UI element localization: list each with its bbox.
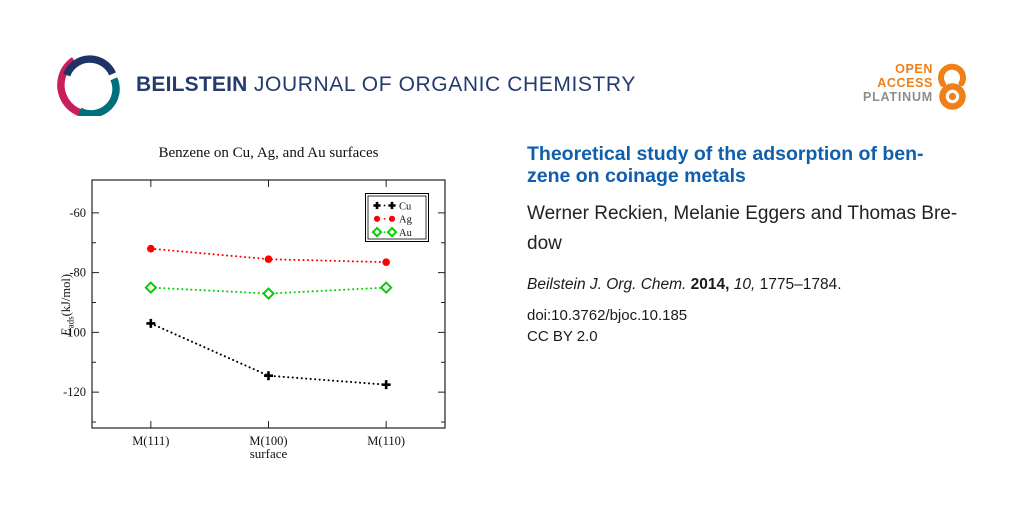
citation-journal: Beilstein J. Org. Chem. [527, 276, 691, 293]
axis-ticks [92, 180, 445, 428]
y-tick-label: -120 [63, 385, 86, 399]
badge-platinum-label: PLATINUM [862, 90, 933, 104]
series-Au [144, 281, 393, 300]
legend-box: Cu Ag Au [365, 193, 429, 242]
article-authors: Werner Reckien, Melanie Eggers and Thoma… [527, 199, 987, 259]
series-Cu [146, 318, 391, 390]
citation-year: 2014, [690, 276, 734, 293]
article-license: CC BY 2.0 [527, 328, 598, 345]
journal-brand: BEILSTEIN JOURNAL OF ORGANIC CHEMISTRY [136, 73, 636, 97]
legend-label-Au: Au [399, 228, 413, 239]
beilstein-swirl-logo-icon [57, 55, 120, 116]
legend-label-Cu: Cu [399, 201, 412, 212]
article-authors-line1: Werner Reckien, Melanie Eggers and Thoma… [527, 203, 958, 224]
article-title[interactable]: Theoretical study of the adsorption of b… [527, 143, 987, 187]
badge-access-label: ACCESS [877, 76, 933, 90]
x-tick-label: M(111) [132, 434, 169, 448]
y-tick-label: -60 [69, 206, 86, 220]
citation-volume: 10, [733, 276, 760, 293]
y-tick-label: -80 [69, 266, 86, 280]
article-citation: Beilstein J. Org. Chem. 2014, 10, 1775–1… [527, 276, 987, 294]
y-tick-label: -100 [63, 325, 86, 339]
badge-open-label: OPEN [895, 62, 933, 76]
legend-label-Ag: Ag [399, 215, 413, 226]
open-access-lock-icon [938, 63, 967, 110]
series-Ag [147, 244, 390, 266]
article-title-line2[interactable]: zene on coinage metals [527, 164, 746, 187]
article-doi: doi:10.3762/bjoc.10.185 [527, 307, 688, 324]
x-tick-label: M(110) [367, 434, 405, 448]
x-tick-label: M(100) [249, 434, 287, 448]
article-title-line1[interactable]: Theoretical study of the adsorption of b… [527, 143, 924, 165]
article-authors-line2: dow [527, 233, 562, 254]
chart-plot: -60 -80 -100 -120 M(111) M(100) M(110) Cu Ag Au [63, 179, 446, 448]
brand-name: BEILSTEIN [136, 73, 248, 96]
chart-title: Benzene on Cu, Ag, and Au surfaces [158, 145, 379, 161]
open-access-badge: OPEN ACCESS PLATINUM [820, 62, 933, 104]
brand-subtitle: JOURNAL OF ORGANIC CHEMISTRY [247, 73, 636, 96]
chart-x-axis-label: surface [249, 446, 288, 461]
citation-pages: 1775–1784. [759, 276, 842, 293]
